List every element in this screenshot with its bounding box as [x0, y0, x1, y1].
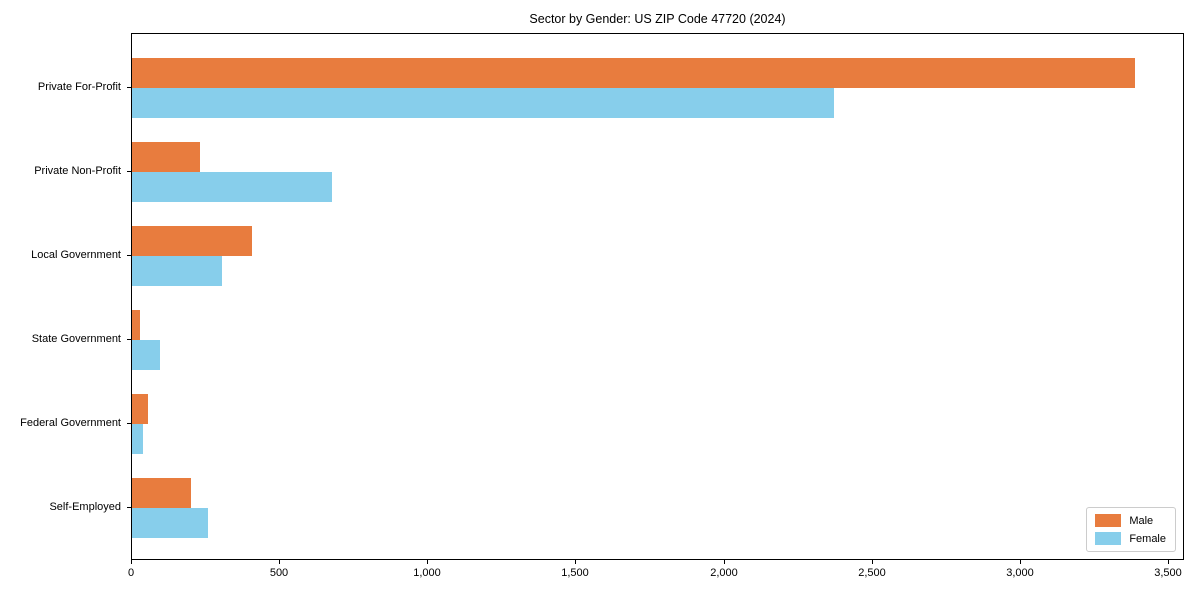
x-tick-mark: [131, 560, 132, 564]
x-tick-label-2500: 2,500: [858, 567, 886, 579]
x-tick-mark: [1020, 560, 1021, 564]
chart-title: Sector by Gender: US ZIP Code 47720 (202…: [529, 12, 786, 26]
y-tick-label-private-for-profit: Private For-Profit: [37, 81, 121, 93]
bar-female-local-government: [132, 256, 222, 286]
x-tick-mark: [427, 560, 428, 564]
bar-female-private-non-profit: [132, 172, 332, 202]
bar-male-self-employed: [132, 478, 191, 508]
bar-female-state-government: [132, 340, 160, 370]
y-tick-mark: [127, 171, 131, 172]
legend-item-female: Female: [1095, 532, 1166, 545]
y-tick-label-state-government: State Government: [31, 333, 121, 345]
x-tick-label-1500: 1,500: [561, 567, 589, 579]
x-tick-label-3000: 3,000: [1006, 567, 1034, 579]
legend-item-male: Male: [1095, 514, 1166, 527]
x-tick-mark: [872, 560, 873, 564]
y-tick-mark: [127, 339, 131, 340]
x-tick-label-2000: 2,000: [710, 567, 738, 579]
bar-male-federal-government: [132, 394, 148, 424]
legend: Male Female: [1086, 507, 1176, 552]
x-tick-label-500: 500: [269, 567, 289, 579]
bar-male-private-for-profit: [132, 58, 1135, 88]
x-tick-mark: [575, 560, 576, 564]
bar-male-private-non-profit: [132, 142, 200, 172]
legend-swatch-male: [1095, 514, 1122, 527]
y-tick-label-local-government: Local Government: [31, 249, 121, 261]
bar-female-private-for-profit: [132, 88, 834, 118]
bar-female-self-employed: [132, 508, 208, 538]
y-tick-mark: [127, 255, 131, 256]
y-tick-label-private-non-profit: Private Non-Profit: [34, 165, 121, 177]
plot-area: Male Female: [131, 33, 1184, 560]
x-tick-mark: [1168, 560, 1169, 564]
x-tick-label-0: 0: [127, 567, 135, 579]
x-tick-label-1000: 1,000: [413, 567, 441, 579]
bar-male-state-government: [132, 310, 140, 340]
y-tick-label-federal-government: Federal Government: [20, 417, 121, 429]
x-tick-mark: [279, 560, 280, 564]
bar-male-local-government: [132, 226, 252, 256]
y-tick-mark: [127, 507, 131, 508]
y-tick-mark: [127, 87, 131, 88]
legend-label-female: Female: [1129, 532, 1166, 545]
x-tick-mark: [724, 560, 725, 564]
legend-label-male: Male: [1129, 514, 1154, 527]
legend-swatch-female: [1095, 532, 1122, 545]
y-tick-label-self-employed: Self-Employed: [49, 501, 121, 513]
x-tick-label-3500: 3,500: [1154, 567, 1182, 579]
y-tick-mark: [127, 423, 131, 424]
bar-female-federal-government: [132, 424, 143, 454]
